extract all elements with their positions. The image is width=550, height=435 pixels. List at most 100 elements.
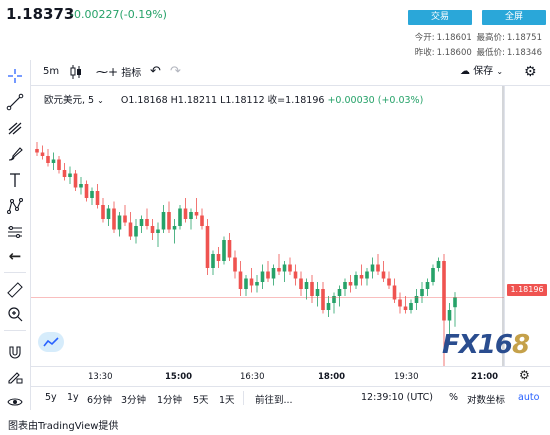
lock-drawings-tool[interactable] xyxy=(0,364,30,388)
candle xyxy=(425,278,430,296)
candle-body xyxy=(332,296,336,303)
chart-legend: 欧元美元, 5 ⌄ O1.18168 H1.18211 L1.18112 收=1… xyxy=(44,92,423,106)
back-arrow-icon[interactable]: ← xyxy=(8,247,22,265)
save-button[interactable]: ☁ 保存 ⌄ xyxy=(460,60,503,84)
goto-button[interactable]: 前往到... xyxy=(255,395,293,406)
fib-tool[interactable] xyxy=(0,116,30,140)
fullscreen-button[interactable]: 全屏 xyxy=(482,10,546,25)
candle xyxy=(409,299,413,314)
range-1m[interactable]: 1分钟 xyxy=(157,395,183,406)
candlestick-chart[interactable] xyxy=(31,86,504,366)
candle-body xyxy=(453,297,457,308)
text-tool[interactable] xyxy=(0,168,30,192)
candle xyxy=(392,278,397,303)
legend-symbol[interactable]: 欧元美元, 5 xyxy=(44,95,95,106)
candle-body xyxy=(156,229,160,233)
candle xyxy=(222,236,226,265)
candle-type-button[interactable] xyxy=(69,60,85,84)
low-value: 1.18346 xyxy=(506,48,542,58)
interval-button[interactable]: 5m xyxy=(43,66,60,77)
candle-body xyxy=(249,278,254,286)
range-6m[interactable]: 6分钟 xyxy=(87,395,113,406)
candle xyxy=(84,180,89,202)
candle xyxy=(227,233,232,261)
settings-gear-icon[interactable]: ⚙ xyxy=(524,64,537,80)
candle xyxy=(431,264,435,286)
prev-close-label: 昨收: xyxy=(414,48,435,58)
price-axis[interactable] xyxy=(504,86,550,366)
candle-body xyxy=(101,205,105,219)
ruler-tool[interactable] xyxy=(0,278,30,302)
candle xyxy=(233,250,237,279)
stats-row-1: 今开: 1.18601 最高价: 1.18751 xyxy=(413,31,542,43)
trade-button[interactable]: 交易 xyxy=(408,10,472,25)
pattern-tool[interactable] xyxy=(0,194,30,218)
candle xyxy=(398,292,402,314)
log-scale-toggle[interactable]: 对数坐标 xyxy=(467,395,506,406)
redo-icon[interactable]: ↷ xyxy=(170,64,181,79)
candle-body xyxy=(106,208,111,219)
candle xyxy=(68,166,72,184)
range-5y[interactable]: 5y xyxy=(45,392,57,403)
candle-body xyxy=(403,306,408,310)
magnet-tool[interactable] xyxy=(0,340,30,364)
range-3m[interactable]: 3分钟 xyxy=(121,395,147,406)
tradingview-logo-icon[interactable] xyxy=(38,332,64,352)
candle xyxy=(260,264,265,289)
candle xyxy=(238,261,243,296)
logo-main: FX16 xyxy=(442,330,513,360)
candle-body xyxy=(420,289,424,296)
candle xyxy=(326,296,331,317)
time-tick: 19:30 xyxy=(394,372,419,382)
high-value: 1.18751 xyxy=(506,33,542,43)
range-1y[interactable]: 1y xyxy=(67,392,79,403)
candle-body xyxy=(84,184,89,198)
candle xyxy=(123,205,127,226)
candle xyxy=(145,208,149,230)
candle xyxy=(436,257,441,272)
stats-row-2: 昨收: 1.18600 最低价: 1.18346 xyxy=(413,46,542,58)
candle-body xyxy=(409,303,413,310)
candle-body xyxy=(392,285,397,300)
text-icon xyxy=(10,173,20,187)
indicators-button[interactable]: ⁓+ 指标 xyxy=(96,60,141,84)
percent-toggle[interactable]: % xyxy=(449,392,459,403)
brush-tool[interactable] xyxy=(0,142,30,166)
indicators-label: 指标 xyxy=(121,68,142,79)
crosshair-tool[interactable] xyxy=(0,64,30,88)
auto-scale-toggle[interactable]: auto xyxy=(518,392,540,403)
hide-drawings-tool[interactable] xyxy=(0,390,30,414)
candle-body xyxy=(271,268,276,279)
candle-body xyxy=(244,278,248,289)
range-1d[interactable]: 1天 xyxy=(219,395,235,406)
time-axis[interactable]: 13:30 15:00 16:30 18:00 19:30 21:00 ⚙ xyxy=(31,366,550,386)
zoom-tool[interactable] xyxy=(0,302,30,326)
candle-body xyxy=(343,282,347,289)
candle xyxy=(101,198,105,223)
chevron-down-icon[interactable]: ⌄ xyxy=(97,96,104,105)
candle-body xyxy=(178,208,182,226)
trend-line-tool[interactable] xyxy=(0,90,30,114)
tools-divider xyxy=(4,272,26,273)
candle xyxy=(271,264,276,286)
indicators-icon: ⁓+ xyxy=(96,65,119,79)
candle xyxy=(211,250,215,275)
candle xyxy=(447,303,452,342)
candle-body xyxy=(57,159,61,170)
candle-body xyxy=(205,226,210,268)
candle-body xyxy=(222,240,226,261)
candle-body xyxy=(167,212,171,230)
candle-body xyxy=(211,254,215,268)
range-5d[interactable]: 5天 xyxy=(193,395,209,406)
time-tick: 21:00 xyxy=(471,372,499,382)
magnet-icon xyxy=(9,346,21,359)
candle-body xyxy=(293,271,298,279)
candle xyxy=(453,292,457,327)
axis-settings-gear-icon[interactable]: ⚙ xyxy=(519,368,530,382)
eye-icon xyxy=(7,398,23,406)
candle xyxy=(277,254,281,275)
candle xyxy=(216,247,221,268)
undo-icon[interactable]: ↶ xyxy=(150,64,161,79)
candle-body xyxy=(79,184,83,188)
prediction-tool[interactable] xyxy=(0,220,30,244)
